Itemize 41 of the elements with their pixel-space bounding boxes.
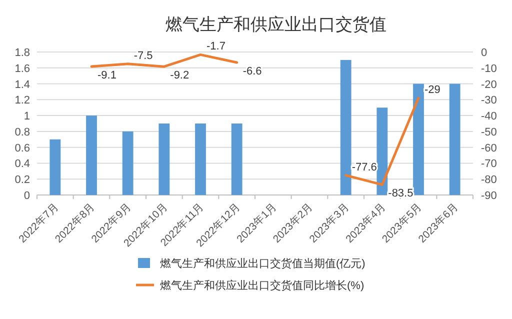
bar — [122, 131, 134, 195]
y2-tick-label: -30 — [481, 94, 497, 107]
bar — [50, 139, 61, 195]
legend-label: 燃气生产和供应业出口交货值当期值(亿元) — [160, 257, 366, 270]
y-tick-label: 1 — [24, 110, 30, 123]
data-label: -77.6 — [352, 161, 377, 174]
y2-tick-label: -50 — [481, 126, 497, 138]
bar — [376, 108, 388, 195]
data-label: -1.7 — [206, 40, 226, 53]
chart-title: 燃气生产和供应业出口交货值 — [166, 15, 386, 34]
y2-tick-label: -80 — [481, 174, 497, 186]
y2-tick-label: -10 — [481, 62, 497, 75]
data-label: -9.1 — [98, 69, 116, 82]
y-tick-label: 0 — [24, 190, 30, 202]
y-tick-label: 0.6 — [14, 142, 30, 154]
bar — [195, 124, 206, 195]
bar — [86, 116, 97, 195]
data-label: -83.5 — [388, 188, 414, 200]
y-tick-label: 1.4 — [14, 78, 30, 91]
bar — [340, 60, 352, 195]
y2-tick-label: -60 — [481, 142, 497, 154]
data-label: -29 — [424, 84, 440, 96]
y2-tick-label: -70 — [481, 158, 497, 170]
y-tick-label: 0.4 — [14, 158, 30, 170]
data-label: -6.6 — [242, 65, 262, 78]
y2-tick-label: -90 — [481, 190, 497, 202]
data-label: -9.2 — [170, 70, 190, 82]
y-tick-label: 1.2 — [14, 94, 30, 107]
y2-tick-label: -40 — [481, 110, 497, 123]
legend-label: 燃气生产和供应业出口交货值同比增长(%) — [160, 279, 364, 292]
bar — [231, 124, 242, 195]
y-tick-label: 0.2 — [14, 174, 30, 186]
bar — [158, 124, 170, 195]
y2-tick-label: 0 — [481, 47, 488, 59]
y-tick-label: 1.6 — [14, 62, 30, 75]
bar — [413, 84, 424, 195]
data-label: -7.5 — [134, 50, 153, 62]
y-tick-label: 0.8 — [14, 126, 30, 138]
bar — [449, 84, 460, 195]
y-tick-label: 1.8 — [14, 47, 30, 59]
y2-tick-label: -20 — [481, 78, 497, 91]
